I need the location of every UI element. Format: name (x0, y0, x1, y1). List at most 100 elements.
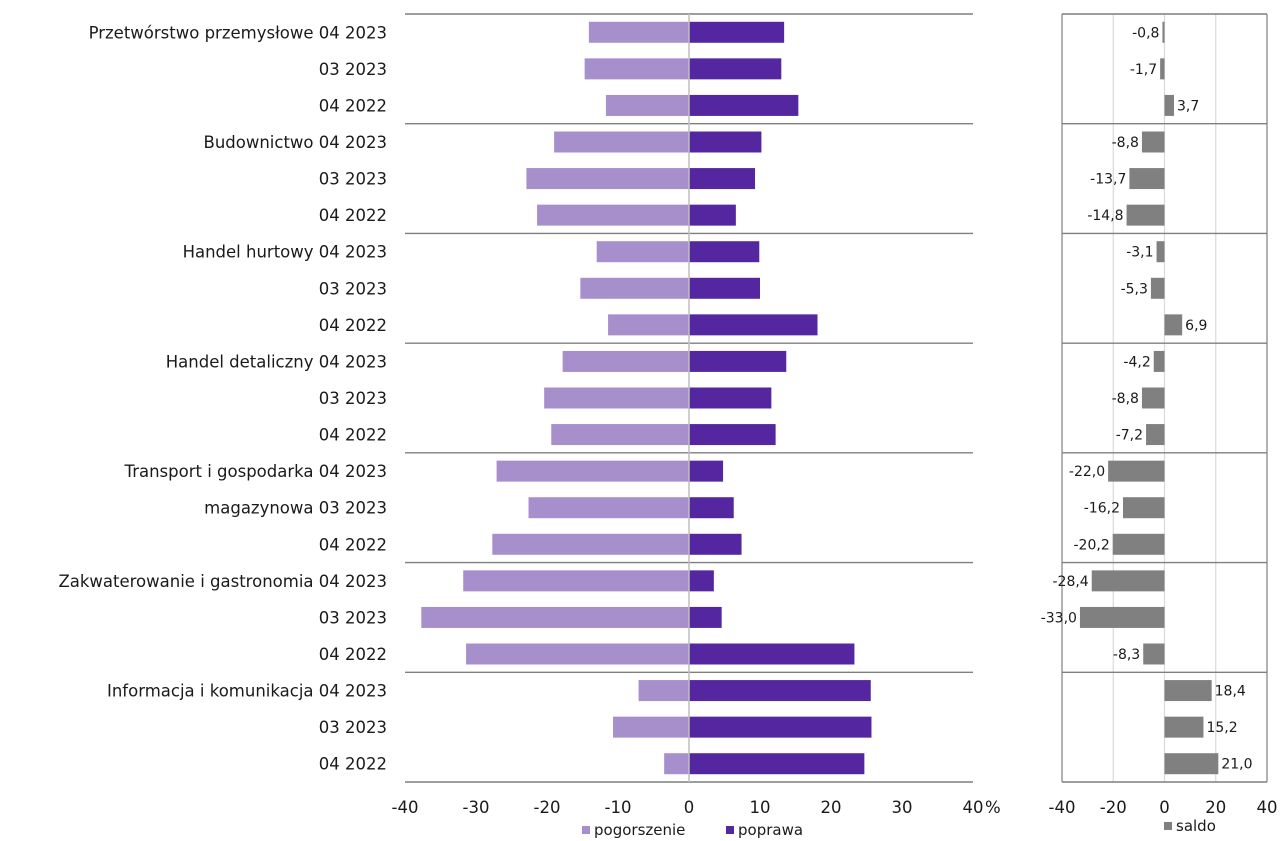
row-label: magazynowa 03 2023 (204, 499, 387, 518)
bar-pogorszenie (584, 58, 689, 80)
bar-poprawa (689, 131, 762, 153)
row-label: Informacja i komunikacja 04 2023 (107, 682, 387, 701)
bar-poprawa (689, 643, 855, 665)
data-label: -33,0 (1041, 610, 1077, 626)
row-label: 03 2023 (319, 389, 387, 408)
row-label: 04 2022 (319, 316, 387, 335)
bar-poprawa (689, 753, 865, 775)
bar-saldo (1091, 570, 1165, 592)
row-label: 04 2022 (319, 96, 387, 115)
bar-pogorszenie (580, 277, 689, 299)
data-label: -1,7 (1130, 62, 1157, 78)
bar-poprawa (689, 168, 756, 190)
bar-saldo (1112, 533, 1165, 555)
bar-saldo (1079, 606, 1165, 628)
row-label: Handel detaliczny 04 2023 (166, 352, 387, 371)
legend-label: pogorszenie (594, 821, 685, 839)
bar-pogorszenie (613, 716, 689, 738)
bar-saldo (1122, 497, 1165, 519)
x-tick-label: 30 (892, 798, 913, 817)
legend-swatch-saldo (1164, 822, 1172, 830)
bar-saldo (1141, 387, 1165, 409)
row-label: 03 2023 (319, 60, 387, 79)
data-label: -16,2 (1084, 501, 1120, 517)
bar-pogorszenie (596, 241, 689, 263)
bar-pogorszenie (466, 643, 689, 665)
bar-poprawa (689, 424, 776, 446)
bar-pogorszenie (496, 460, 689, 482)
data-label: -20,2 (1074, 537, 1110, 553)
data-label: -14,8 (1087, 208, 1123, 224)
bar-poprawa (689, 387, 772, 409)
bar-poprawa (689, 716, 872, 738)
bar-poprawa (689, 21, 785, 43)
bar-saldo (1129, 168, 1165, 190)
bar-poprawa (689, 680, 871, 702)
x-tick-label: 0 (684, 798, 695, 817)
row-label: Budownictwo 04 2023 (204, 133, 388, 152)
bar-saldo (1164, 753, 1219, 775)
data-label: -4,2 (1123, 354, 1150, 370)
row-label: 03 2023 (319, 718, 387, 737)
row-label: 04 2022 (319, 206, 387, 225)
bar-poprawa (689, 277, 760, 299)
x-tick-label: -30 (463, 798, 490, 817)
data-label: 18,4 (1215, 684, 1246, 700)
bar-pogorszenie (605, 94, 689, 116)
bar-poprawa (689, 350, 787, 372)
bar-pogorszenie (551, 424, 689, 446)
row-label: Przetwórstwo przemysłowe 04 2023 (89, 23, 387, 42)
row-label: Transport i gospodarka 04 2023 (124, 462, 387, 481)
x-tick-label: 40 (1257, 798, 1278, 817)
bar-poprawa (689, 241, 760, 263)
data-label: -7,2 (1116, 428, 1143, 444)
x-tick-label: 20 (821, 798, 842, 817)
legend-swatch-poprawa (726, 826, 734, 834)
data-label: 15,2 (1206, 720, 1237, 736)
data-label: -22,0 (1069, 464, 1105, 480)
data-label: 6,9 (1185, 318, 1207, 334)
row-label: 03 2023 (319, 608, 387, 627)
bar-saldo (1150, 277, 1165, 299)
x-tick-label: 10 (750, 798, 771, 817)
bar-pogorszenie (463, 570, 689, 592)
bar-pogorszenie (638, 680, 689, 702)
data-label: 21,0 (1221, 757, 1252, 773)
x-tick-label: -40 (1049, 798, 1076, 817)
x-tick-label: 20 (1205, 798, 1226, 817)
bar-saldo (1164, 94, 1174, 116)
x-tick-label: -40 (392, 798, 419, 817)
bar-pogorszenie (588, 21, 689, 43)
row-label: 03 2023 (319, 170, 387, 189)
x-tick-label: 40 (963, 798, 984, 817)
bar-poprawa (689, 497, 734, 519)
bar-pogorszenie (421, 606, 689, 628)
bar-poprawa (689, 94, 799, 116)
legend-label: saldo (1176, 817, 1216, 835)
bar-saldo (1108, 460, 1165, 482)
bar-pogorszenie (544, 387, 689, 409)
bar-poprawa (689, 314, 818, 336)
bar-saldo (1156, 241, 1165, 263)
data-label: -13,7 (1090, 172, 1126, 188)
data-label: -28,4 (1052, 574, 1088, 590)
bar-saldo (1164, 314, 1183, 336)
row-label: 04 2022 (319, 755, 387, 774)
data-label: -0,8 (1132, 25, 1159, 41)
bar-pogorszenie (664, 753, 689, 775)
row-label: Handel hurtowy 04 2023 (183, 243, 387, 262)
x-unit-label: % (985, 798, 1001, 817)
bar-pogorszenie (608, 314, 689, 336)
x-tick-label: -20 (534, 798, 561, 817)
row-label: Zakwaterowanie i gastronomia 04 2023 (58, 572, 387, 591)
row-label: 03 2023 (319, 279, 387, 298)
data-label: -8,3 (1113, 647, 1140, 663)
bar-poprawa (689, 460, 724, 482)
bar-saldo (1126, 204, 1165, 226)
bar-poprawa (689, 606, 722, 628)
x-tick-label: -10 (605, 798, 632, 817)
bar-pogorszenie (528, 497, 689, 519)
bar-saldo (1162, 21, 1165, 43)
bar-saldo (1143, 643, 1165, 665)
